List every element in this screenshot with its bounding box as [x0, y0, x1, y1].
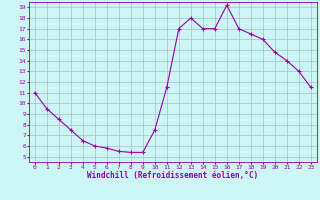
X-axis label: Windchill (Refroidissement éolien,°C): Windchill (Refroidissement éolien,°C) — [87, 171, 258, 180]
